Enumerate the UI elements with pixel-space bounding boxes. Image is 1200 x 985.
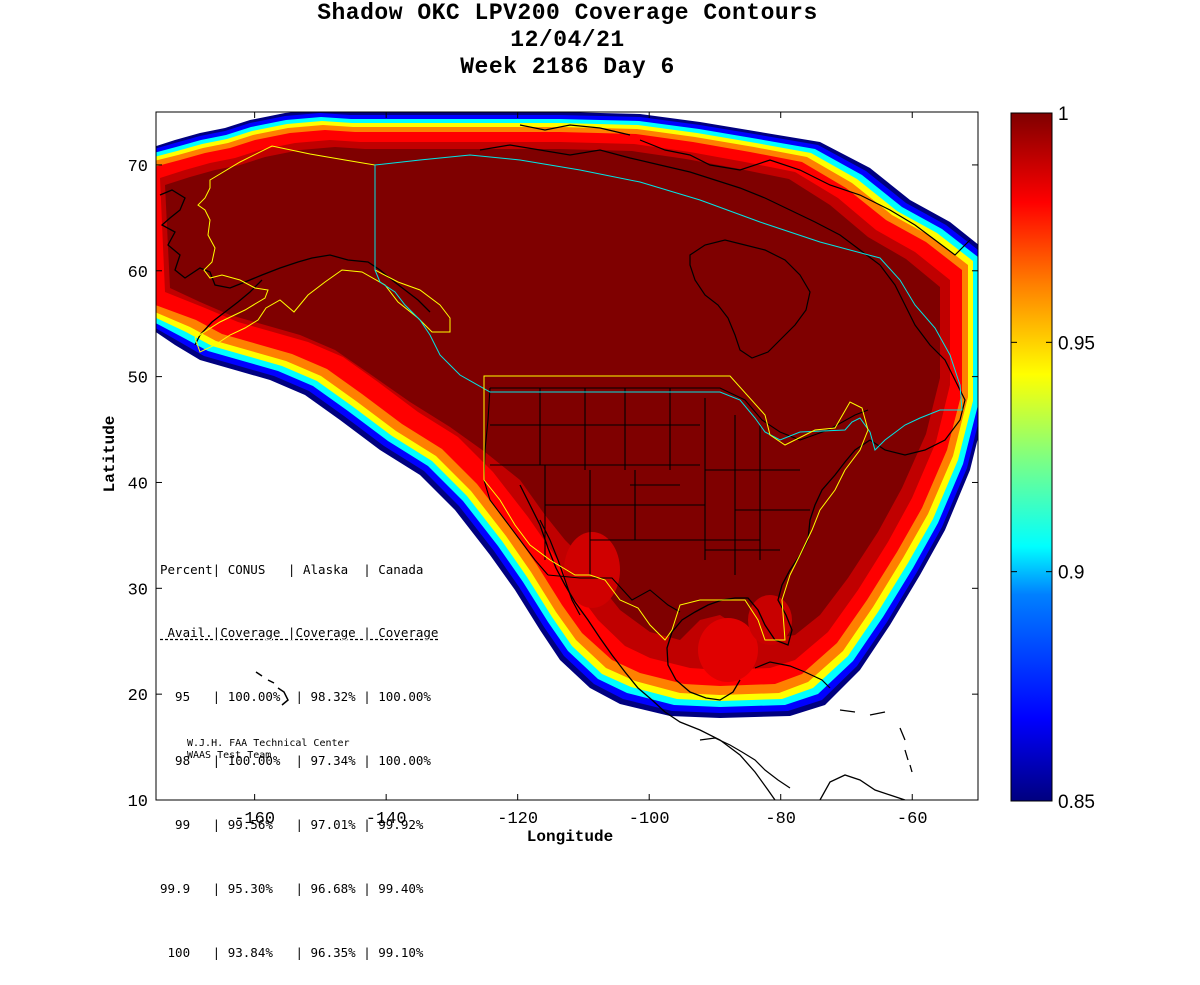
credits-line-1: W.J.H. FAA Technical Center (187, 738, 350, 749)
x-axis-label: Longitude (526, 828, 614, 846)
x-tick-label: -80 (765, 810, 796, 829)
canada-fir-boundary (374, 154, 963, 451)
stats-row: 98 | 100.00% | 97.34% | 100.00% (160, 753, 431, 769)
coastlines (159, 124, 971, 800)
y-tick-label: 60 (128, 264, 148, 283)
y-tick-label: 10 (128, 793, 148, 812)
x-tick-label: -60 (897, 810, 928, 829)
y-axis-ticks: 10 20 30 40 50 60 70 (128, 158, 978, 812)
baja-california (539, 519, 581, 616)
central-america-coast (699, 737, 791, 789)
stats-row: 100 | 93.84% | 96.35% | 99.10% (160, 944, 424, 960)
title-line-3: Week 2186 Day 6 (460, 54, 675, 80)
colorbar-tick-label: 1 (1058, 104, 1069, 125)
red-patch-mexico (564, 532, 620, 608)
us-mexico-border (547, 574, 681, 613)
colorbar-tick-label: 0.9 (1058, 563, 1084, 584)
canada-arctic-islands (479, 124, 971, 266)
colorbar-ticks: 1 0.95 0.9 0.85 (1011, 104, 1095, 813)
colorbar-tick-label: 0.85 (1058, 792, 1095, 813)
caribbean-islands (839, 709, 913, 773)
alaska-coast (159, 189, 431, 313)
state-lines-vertical (539, 388, 761, 575)
stats-row: 99 | 99.56% | 97.01% | 99.92% (160, 817, 424, 833)
us-east-coast (666, 439, 871, 701)
alaska-fir-boundary (194, 145, 451, 353)
x-tick-label: -160 (234, 810, 275, 829)
mexico-pacific-coast (519, 484, 776, 800)
plot-frame (155, 111, 979, 801)
y-tick-label: 70 (128, 158, 148, 177)
us-state-borders (483, 387, 869, 613)
stats-row: 95 | 100.00% | 98.32% | 100.00% (160, 689, 431, 705)
credits: W.J.H. FAA Technical Center WAAS Test Te… (187, 738, 350, 762)
colorbar (1010, 112, 1053, 802)
hawaii (255, 671, 289, 706)
stats-row: 99.9 | 95.30% | 96.68% | 99.40% (160, 881, 424, 897)
x-tick-label: -100 (629, 810, 670, 829)
west-coast (483, 387, 549, 576)
hudson-bay (689, 239, 811, 359)
region-boundaries (194, 145, 963, 641)
x-tick-label: -120 (497, 810, 538, 829)
y-tick-label: 50 (128, 370, 148, 389)
coverage-contours (156, 112, 978, 718)
red-patch-gulf (698, 618, 758, 682)
credits-line-2: WAAS Test Team (187, 750, 272, 761)
y-tick-label: 20 (128, 687, 148, 706)
contour-band-darkred (165, 147, 940, 640)
y-tick-label: 30 (128, 581, 148, 600)
title-line-2: 12/04/21 (510, 27, 625, 53)
x-tick-label: -140 (366, 810, 407, 829)
title-line-1: Shadow OKC LPV200 Coverage Contours (317, 0, 818, 26)
red-patch-florida (748, 595, 792, 645)
y-tick-label: 40 (128, 475, 148, 494)
y-axis-label: Latitude (101, 415, 119, 493)
stats-header-2: Avail.|Coverage |Coverage | Coverage (160, 625, 439, 641)
conus-boundary (483, 375, 869, 641)
us-canada-border (490, 387, 869, 441)
cuba (754, 661, 831, 689)
colorbar-tick-label: 0.95 (1058, 333, 1095, 354)
x-axis-ticks: -160 -140 -120 -100 -80 -60 (234, 112, 928, 829)
chart-title: Shadow OKC LPV200 Coverage Contours 12/0… (0, 0, 1135, 81)
stats-header-1: Percent| CONUS | Alaska | Canada (160, 561, 424, 577)
south-america-coast (819, 774, 906, 800)
state-lines-horizontal (490, 424, 810, 551)
